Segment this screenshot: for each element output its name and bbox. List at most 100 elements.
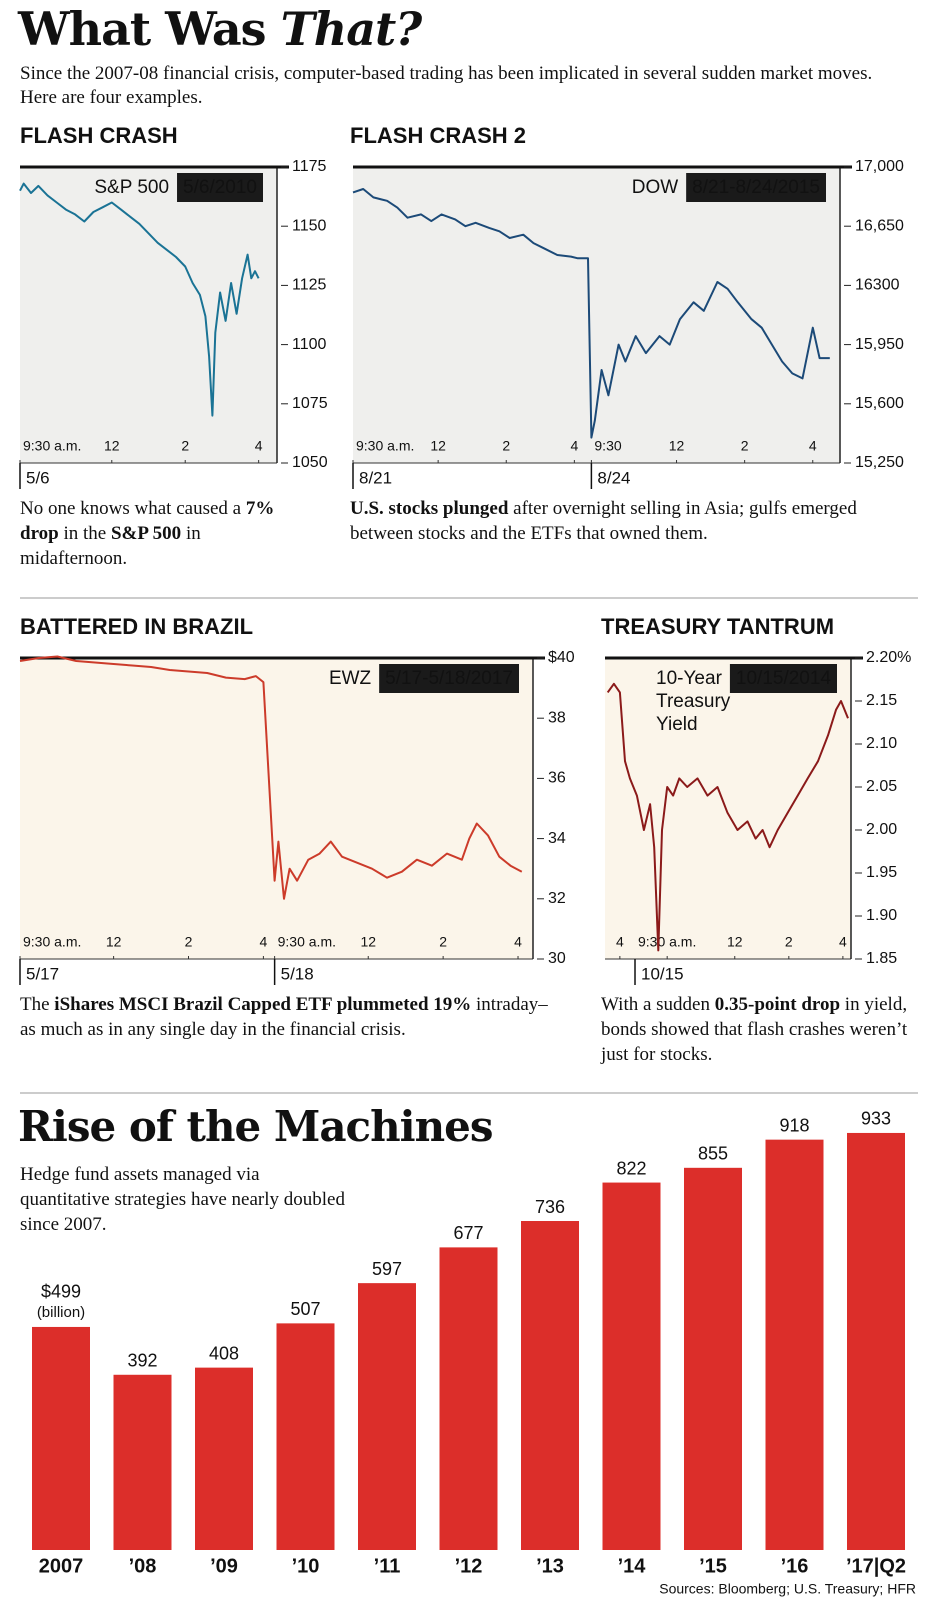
- x-tick-label: 12: [669, 438, 685, 454]
- bar: [602, 1182, 661, 1550]
- annotation: (billion): [37, 1304, 85, 1321]
- x-tick-label: 4: [255, 438, 263, 454]
- x-tick-label: ’10: [292, 1555, 320, 1577]
- x-tick-label: 2: [741, 438, 749, 454]
- x-tick-label: ’13: [536, 1555, 564, 1577]
- x-tick-label: 9:30: [594, 438, 621, 454]
- caption-run: No one knows what caused a: [20, 498, 246, 519]
- y-tick-label: 2.10: [866, 735, 897, 752]
- y-tick-label: 15,600: [855, 395, 904, 412]
- x-tick-label: 4: [839, 934, 847, 950]
- y-tick-label: 1125: [292, 277, 327, 294]
- x-tick-label: 9:30 a.m.: [23, 438, 81, 454]
- caption-run: With a sudden: [601, 994, 715, 1015]
- bar: [358, 1283, 416, 1550]
- y-tick-label: $40: [548, 649, 575, 666]
- x-tick-label: ’14: [618, 1555, 647, 1577]
- series-label: DOW: [632, 177, 679, 198]
- bar: [684, 1167, 742, 1550]
- bar: [439, 1247, 498, 1550]
- caption-run: after overnight selling in Asia; gulfs e…: [350, 498, 857, 544]
- y-tick-label: 2.15: [866, 692, 897, 709]
- x-tick-label: 2: [439, 934, 447, 950]
- x-tick-label: ’16: [781, 1555, 809, 1577]
- chart-title: FLASH CRASH 2: [350, 123, 526, 148]
- series-label: EWZ: [329, 668, 372, 689]
- x-tick-label: 9:30 a.m.: [356, 438, 414, 454]
- day-tick-label: 10/15: [641, 964, 684, 983]
- caption-run: iShares MSCI Brazil Capped ETF plummeted…: [54, 994, 472, 1015]
- caption: U.S. stocks plunged after overnight sell…: [350, 496, 910, 546]
- date-box: [177, 173, 263, 202]
- caption-run: 7% drop: [20, 498, 275, 544]
- bar: [276, 1323, 335, 1550]
- caption: With a sudden 0.35-point drop in yield, …: [601, 992, 921, 1067]
- x-tick-label: ’12: [455, 1555, 483, 1577]
- x-tick-label: 12: [727, 934, 743, 950]
- chart-title: BATTERED IN BRAZIL: [20, 614, 253, 639]
- day-tick-label: 8/24: [597, 468, 630, 487]
- y-tick-label: 1175: [292, 158, 327, 175]
- x-tick-label: 2: [185, 934, 193, 950]
- date-label: 8/21-8/24/2015: [692, 177, 820, 198]
- price-line: [606, 682, 849, 952]
- intro: Since the 2007-08 financial crisis, comp…: [20, 63, 873, 108]
- y-tick-label: 2.20%: [866, 649, 911, 666]
- day-tick-label: 5/18: [281, 964, 314, 983]
- day-tick-label: 8/21: [359, 468, 392, 487]
- series-label: Yield: [656, 714, 698, 735]
- x-tick-label: ’15: [699, 1555, 727, 1577]
- bar-chart-title: Rise of the Machines: [18, 1102, 494, 1151]
- x-tick-label: 2: [181, 438, 189, 454]
- x-tick-label: ’11: [374, 1555, 401, 1577]
- y-tick-label: 36: [548, 770, 566, 787]
- value-label: 822: [616, 1158, 646, 1178]
- price-line: [19, 655, 523, 900]
- day-tick-label: 5/17: [26, 964, 59, 983]
- y-tick-label: 30: [548, 950, 566, 967]
- bar: [113, 1374, 172, 1550]
- bar: [847, 1132, 905, 1550]
- y-tick-label: 16,650: [855, 217, 904, 234]
- x-tick-label: ’09: [210, 1555, 238, 1577]
- caption-run: in the: [58, 523, 111, 544]
- value-label: 855: [698, 1144, 728, 1164]
- value-label: 507: [290, 1299, 320, 1319]
- plot-background: [20, 167, 277, 463]
- y-tick-label: 1075: [292, 395, 328, 412]
- caption: No one knows what caused a 7% drop in th…: [20, 496, 290, 571]
- caption-run: in yield, bonds showed that flash crashe…: [601, 994, 908, 1065]
- x-tick-label: 12: [106, 934, 122, 950]
- y-tick-label: 1150: [292, 217, 327, 234]
- x-tick-label: 9:30 a.m.: [278, 934, 336, 950]
- x-tick-label: 4: [616, 934, 624, 950]
- y-tick-label: 16300: [855, 277, 900, 294]
- x-tick-label: 9:30 a.m.: [638, 934, 696, 950]
- plot-background: [605, 658, 851, 959]
- y-tick-label: 34: [548, 830, 566, 847]
- caption-run: 0.35-point drop: [714, 994, 841, 1015]
- y-tick-label: 1.85: [866, 950, 897, 967]
- value-label: 677: [453, 1223, 483, 1243]
- bar: [521, 1221, 579, 1550]
- y-tick-label: 1100: [292, 336, 327, 353]
- caption-run: U.S. stocks plunged: [350, 498, 509, 519]
- caption-run: S&P 500: [110, 523, 182, 544]
- x-tick-label: ’08: [129, 1555, 157, 1577]
- title-run: That?: [280, 2, 423, 56]
- date-box: [686, 173, 826, 202]
- value-label: 933: [861, 1109, 891, 1129]
- price-line: [19, 182, 260, 417]
- bar: [765, 1139, 824, 1550]
- x-tick-label: 9:30 a.m.: [23, 934, 81, 950]
- x-tick-label: 2: [502, 438, 510, 454]
- x-tick-label: 12: [104, 438, 120, 454]
- bar: [32, 1326, 90, 1550]
- chart-title: FLASH CRASH: [20, 123, 178, 148]
- value-label: 597: [372, 1259, 402, 1279]
- caption-run: intraday–as much as in any single day in…: [20, 994, 548, 1040]
- bar-chart-subtitle: Hedge fund assets managed via quantitati…: [20, 1164, 345, 1235]
- x-tick-label: 12: [360, 934, 376, 950]
